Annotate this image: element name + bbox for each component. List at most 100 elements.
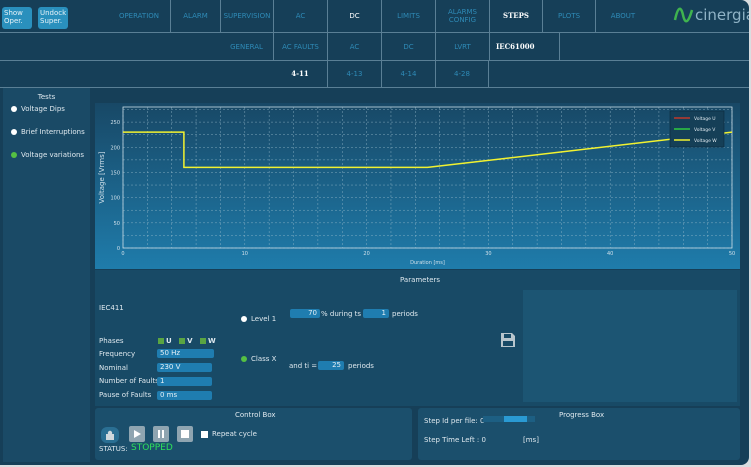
tab-alarm[interactable]: ALARM xyxy=(170,0,220,32)
progress-title: Progress Box xyxy=(559,411,605,419)
series-line-voltage-w xyxy=(123,131,733,169)
stop-icon xyxy=(181,430,189,438)
stop-button[interactable] xyxy=(177,426,193,442)
phase-u-checkbox[interactable] xyxy=(158,338,164,344)
progress-bar xyxy=(483,416,535,422)
undock-super-button[interactable]: Undock Super. xyxy=(38,7,68,29)
test-tab-4-13[interactable]: 4-13 xyxy=(327,61,381,87)
x-tick-label: 20 xyxy=(363,251,369,257)
radio-dot-icon xyxy=(11,106,17,112)
y-tick-label: 150 xyxy=(110,170,120,176)
frequency-label: Frequency xyxy=(99,350,136,358)
step-id: Step Id per file: 0 xyxy=(424,417,485,425)
logo: cinergia xyxy=(673,4,749,26)
show-oper-button[interactable]: Show Oper. xyxy=(2,7,32,29)
phases-label: Phases xyxy=(99,337,124,345)
phase-v-label: V xyxy=(187,337,193,345)
legend-box xyxy=(669,110,725,148)
subtab-general[interactable]: GENERAL xyxy=(230,42,263,51)
class-label: Class X xyxy=(251,355,277,363)
nav-row-tests: 4-11 4-13 4-14 4-28 xyxy=(0,61,749,88)
tab-limits[interactable]: LIMITS xyxy=(381,0,435,32)
pause-spinbox[interactable]: 0 ms xyxy=(157,391,212,400)
y-axis-label: Voltage [Vrms] xyxy=(98,151,106,203)
logo-text: cinergia xyxy=(695,6,749,24)
status-label: STATUS: xyxy=(99,445,128,453)
sidebar-item-label: Brief Interruptions xyxy=(21,128,85,136)
level-radio[interactable]: Level 1 xyxy=(241,315,276,323)
test-tab-4-28[interactable]: 4-28 xyxy=(435,61,489,87)
ts-input[interactable]: 1 xyxy=(363,309,389,318)
ti-input[interactable]: 25 xyxy=(318,361,344,370)
robot-icon xyxy=(106,430,114,440)
tab-ac[interactable]: AC xyxy=(273,0,327,32)
sidebar-item[interactable]: Brief Interruptions xyxy=(11,128,90,136)
plot-frame xyxy=(122,106,733,249)
test-tab-4-11[interactable]: 4-11 xyxy=(291,69,309,78)
ts-periods: periods xyxy=(392,310,418,318)
tests-sidebar: Tests Voltage Dips Brief Interruptions Vol… xyxy=(3,88,90,462)
control-title: Control Box xyxy=(235,411,276,419)
ti-periods: periods xyxy=(348,362,374,370)
nav-row-sub: GENERAL AC FAULTS AC DC LVRT IEC61000 xyxy=(0,33,749,61)
test-tab-4-14[interactable]: 4-14 xyxy=(381,61,435,87)
tab-operation[interactable]: OPERATION xyxy=(118,12,160,20)
during-text: % during ts = xyxy=(321,310,370,318)
level-label: Level 1 xyxy=(251,315,277,323)
phase-u-label: U xyxy=(166,337,172,345)
sidebar-item[interactable]: Voltage Dips xyxy=(11,105,90,113)
radio-dot-icon xyxy=(241,356,247,362)
subtab-ac-faults[interactable]: AC FAULTS xyxy=(273,33,327,60)
subtab-lvrt[interactable]: LVRT xyxy=(435,33,489,60)
subtab-iec61000[interactable]: IEC61000 xyxy=(489,33,560,60)
legend: Voltage U Voltage V Voltage W xyxy=(669,110,725,148)
logo-wave-icon xyxy=(673,7,694,23)
parameters-title: Parameters xyxy=(400,276,441,284)
radio-dot-icon xyxy=(241,316,247,322)
phase-w-label: W xyxy=(207,337,216,345)
subtab-ac[interactable]: AC xyxy=(327,33,381,60)
pause-icon xyxy=(158,430,164,438)
status-value: STOPPED xyxy=(131,443,173,453)
frequency-select[interactable]: 50 Hz xyxy=(157,349,214,358)
phase-w-checkbox[interactable] xyxy=(199,338,206,344)
pause-button[interactable] xyxy=(153,426,169,442)
repeat-cycle-checkbox[interactable]: Repeat cycle xyxy=(201,430,257,438)
parameters-panel: Parameters IEC411 Phases U V W Frequency… xyxy=(95,270,740,406)
step-time-left: Step Time Left : 0 xyxy=(424,436,486,444)
faults-spinbox[interactable]: 1 xyxy=(157,377,212,386)
progress-fill xyxy=(503,416,527,422)
x-tick-label: 10 xyxy=(242,251,248,257)
tab-about[interactable]: ABOUT xyxy=(595,0,650,32)
subtab-dc[interactable]: DC xyxy=(381,33,435,60)
save-icon[interactable] xyxy=(500,332,516,348)
x-tick-label: 40 xyxy=(607,251,613,257)
tab-steps[interactable]: STEPS xyxy=(489,0,542,32)
x-tick-label: 30 xyxy=(485,251,491,257)
tab-plots[interactable]: PLOTS xyxy=(542,0,595,32)
tab-dc[interactable]: DC xyxy=(327,0,381,32)
nav-row-main: OPERATION ALARM SUPERVISION AC DC LIMITS ALARM… xyxy=(0,0,749,33)
x-tick-label: 50 xyxy=(729,251,735,257)
time-unit: [ms] xyxy=(523,436,539,444)
preview-area xyxy=(523,290,737,402)
phase-v-checkbox[interactable] xyxy=(179,338,186,344)
radio-dot-icon xyxy=(11,152,17,158)
tab-supervision[interactable]: SUPERVISION xyxy=(220,0,273,32)
pause-label: Pause of Faults xyxy=(99,391,152,399)
checkbox-icon xyxy=(201,430,208,438)
x-tick-label: 0 xyxy=(121,251,124,257)
class-radio[interactable]: Class X xyxy=(241,355,276,363)
sidebar-item[interactable]: Voltage variations xyxy=(11,151,90,159)
tab-alarms-config[interactable]: ALARMS CONFIG xyxy=(435,0,489,32)
y-tick-label: 0 xyxy=(117,246,120,252)
progress-box: Progress Box Step Id per file: 0 Step Ti… xyxy=(418,408,740,460)
reset-button[interactable] xyxy=(101,427,119,443)
nominal-label: Nominal xyxy=(99,364,128,372)
nominal-spinbox[interactable]: 230 V xyxy=(157,363,212,372)
play-icon xyxy=(134,430,141,438)
ti-text: and ti = xyxy=(289,362,318,370)
play-button[interactable] xyxy=(129,426,145,442)
percent-input[interactable]: 70 xyxy=(290,309,320,318)
